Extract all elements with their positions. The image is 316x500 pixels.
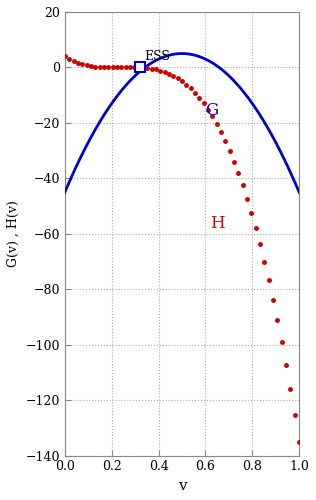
Text: G: G xyxy=(205,102,219,118)
X-axis label: v: v xyxy=(178,479,186,493)
Text: H: H xyxy=(210,215,225,232)
Y-axis label: G(v) , H(v): G(v) , H(v) xyxy=(7,200,20,267)
Text: ESS: ESS xyxy=(144,50,170,64)
